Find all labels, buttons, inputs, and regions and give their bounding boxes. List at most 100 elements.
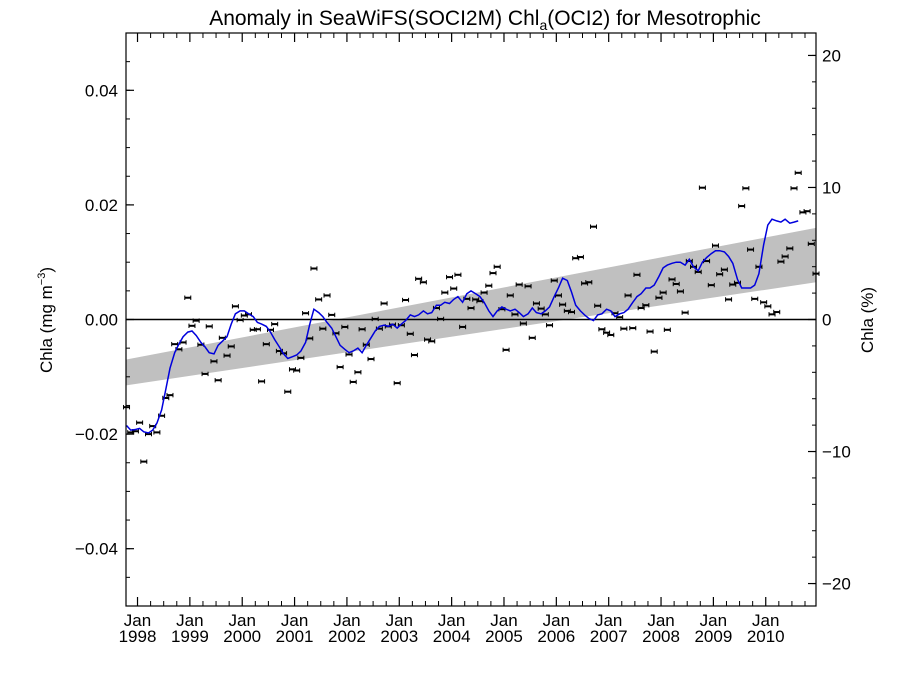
x-tick-month-label: Jan xyxy=(124,611,151,630)
x-tick-year-label: 2001 xyxy=(276,627,314,646)
y-axis-left-title: Chla (mg m−3) xyxy=(36,267,56,373)
data-point xyxy=(428,339,436,344)
data-point xyxy=(341,324,349,330)
data-point xyxy=(781,254,789,259)
data-point xyxy=(777,259,785,264)
smooth-line-layer xyxy=(125,218,799,434)
data-point xyxy=(367,356,375,362)
data-point xyxy=(720,267,728,272)
data-point xyxy=(672,281,680,287)
data-point xyxy=(725,297,733,302)
data-point xyxy=(755,264,763,269)
data-point xyxy=(532,301,540,306)
data-point xyxy=(646,329,654,334)
data-point xyxy=(773,309,781,315)
x-tick-month-label: Jan xyxy=(700,611,727,630)
y-left-tick-label: 0.02 xyxy=(85,196,118,215)
data-point xyxy=(559,302,567,307)
y-right-tick-label: −10 xyxy=(822,443,851,462)
x-tick-year-label: 2010 xyxy=(747,627,785,646)
y-axis-right-title: Chla (%) xyxy=(858,287,877,353)
data-point xyxy=(790,186,798,191)
data-point xyxy=(794,170,802,176)
data-point xyxy=(515,282,523,287)
data-point xyxy=(681,310,689,315)
data-point xyxy=(402,297,410,303)
data-points-layer xyxy=(123,170,820,464)
data-point xyxy=(803,209,811,214)
data-point xyxy=(184,295,192,300)
data-point xyxy=(747,247,755,252)
data-point xyxy=(568,309,576,315)
data-point xyxy=(760,300,768,305)
chart-title-subscript: a xyxy=(539,17,547,33)
x-tick-year-label: 2005 xyxy=(485,627,523,646)
data-point xyxy=(716,272,724,277)
y-right-tick-label: 20 xyxy=(822,46,841,65)
data-point xyxy=(524,284,532,289)
data-point xyxy=(637,305,645,311)
data-point xyxy=(406,331,414,337)
x-tick-month-label: Jan xyxy=(543,611,570,630)
data-point xyxy=(454,272,462,278)
x-tick-year-label: 1998 xyxy=(119,627,157,646)
data-point xyxy=(271,321,279,327)
data-point xyxy=(528,335,536,341)
axes-layer: −0.04−0.020.000.020.04−20−1001020Jan1998… xyxy=(75,32,851,646)
data-point xyxy=(711,243,719,248)
data-point xyxy=(262,341,270,347)
y-left-tick-label: −0.04 xyxy=(75,540,118,559)
data-point xyxy=(511,312,519,317)
data-point xyxy=(738,203,746,209)
data-point xyxy=(698,185,706,190)
x-tick-month-label: Jan xyxy=(281,611,308,630)
x-tick-month-label: Jan xyxy=(176,611,203,630)
data-point xyxy=(659,290,667,295)
data-point xyxy=(676,289,684,294)
data-point xyxy=(419,280,427,285)
data-point xyxy=(231,304,239,309)
data-point xyxy=(663,327,671,333)
data-point xyxy=(328,312,336,318)
data-point xyxy=(302,310,310,316)
data-point xyxy=(576,254,584,260)
data-point xyxy=(607,332,615,338)
data-point xyxy=(315,297,323,302)
data-point xyxy=(188,323,196,329)
x-tick-month-label: Jan xyxy=(595,611,622,630)
data-point xyxy=(205,324,213,329)
data-point xyxy=(393,380,401,386)
data-point xyxy=(489,270,497,276)
data-point xyxy=(786,246,794,251)
data-point xyxy=(227,344,235,349)
chart-title-suffix: (OCI2) for Mesotrophic xyxy=(547,7,761,30)
x-tick-year-label: 2003 xyxy=(380,627,418,646)
data-point xyxy=(506,293,514,298)
data-point xyxy=(629,325,637,331)
data-point xyxy=(620,326,628,331)
data-point xyxy=(437,316,445,322)
x-tick-year-label: 2004 xyxy=(433,627,471,646)
x-tick-year-label: 2002 xyxy=(328,627,366,646)
data-point xyxy=(236,317,244,323)
data-point xyxy=(590,224,598,229)
y-axis-left-title-superscript: −3 xyxy=(36,273,48,286)
data-point xyxy=(485,283,493,288)
x-tick-year-label: 2009 xyxy=(694,627,732,646)
x-tick-year-label: 2007 xyxy=(590,627,628,646)
y-right-tick-label: −20 xyxy=(822,575,851,594)
x-tick-year-label: 1999 xyxy=(171,627,209,646)
data-point xyxy=(258,379,266,384)
y-right-tick-label: 0 xyxy=(822,311,831,330)
data-point xyxy=(694,269,702,275)
chart-title: Anomaly in SeaWiFS(SOCI2M) Chla(OCI2) fo… xyxy=(209,7,761,33)
data-point xyxy=(349,379,357,385)
data-point xyxy=(354,370,362,375)
data-point xyxy=(171,341,179,347)
y-axis-left-title-suffix: ) xyxy=(37,267,56,273)
data-point xyxy=(807,241,815,247)
data-point xyxy=(633,272,641,278)
data-point xyxy=(297,355,305,361)
data-point xyxy=(441,290,449,295)
data-point xyxy=(764,304,772,309)
